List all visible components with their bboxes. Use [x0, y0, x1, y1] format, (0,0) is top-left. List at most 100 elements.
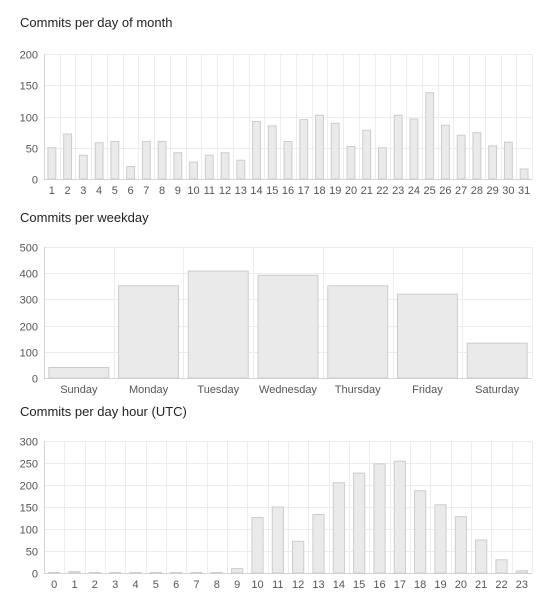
- x-tick-label: 10: [187, 185, 199, 197]
- bar-hour-17: [393, 460, 406, 574]
- x-tick-label: 8: [214, 579, 220, 591]
- bar-hour-12: [292, 540, 305, 574]
- bar-day-4: [94, 142, 104, 180]
- bar-day-25: [425, 92, 435, 180]
- x-tick-label: 20: [345, 185, 357, 197]
- bar-day-31: [519, 168, 529, 180]
- x-tick-label: 24: [408, 185, 420, 197]
- x-tick-label: 19: [434, 579, 446, 591]
- bar-day-16: [283, 141, 293, 180]
- x-tick-label: 20: [455, 579, 467, 591]
- bar-hour-22: [495, 559, 508, 574]
- x-tick-label: 3: [80, 185, 86, 197]
- x-tick-label: 27: [455, 185, 467, 197]
- y-tick-label: 0: [32, 569, 38, 581]
- bar-day-8: [157, 141, 167, 180]
- y-tick-label: 200: [20, 50, 38, 62]
- y-tick-label: 500: [20, 243, 38, 255]
- x-tick-label: 15: [353, 579, 365, 591]
- x-tick-label: 14: [333, 579, 345, 591]
- x-tick-label: 7: [193, 579, 199, 591]
- y-tick-label: 100: [20, 113, 38, 125]
- bar-day-29: [488, 145, 498, 180]
- x-tick-label: 1: [71, 579, 77, 591]
- bar-day-22: [378, 147, 387, 180]
- x-tick-label: 30: [502, 185, 514, 197]
- bar-day-1: [47, 147, 57, 180]
- bar-day-7: [141, 141, 151, 180]
- bar-day-5: [110, 141, 120, 180]
- x-tick-label: 11: [272, 579, 283, 591]
- y-tick-label: 300: [20, 437, 38, 449]
- x-tick-label: 21: [361, 185, 373, 197]
- x-tick-label: 13: [235, 185, 247, 197]
- x-tick-label: 9: [175, 185, 181, 197]
- x-tick-label: 11: [204, 185, 215, 197]
- x-tick-label: 31: [518, 185, 530, 197]
- x-tick-label: 6: [128, 185, 134, 197]
- x-tick-label: 4: [96, 185, 102, 197]
- x-tick-label: 22: [495, 579, 507, 591]
- bar-hour-10: [251, 517, 264, 574]
- bar-hour-18: [414, 490, 427, 574]
- bar-hour-21: [475, 539, 488, 574]
- x-tick-label: 25: [424, 185, 436, 197]
- x-tick-label: 23: [516, 579, 528, 591]
- x-tick-label: 18: [414, 579, 426, 591]
- y-tick-label: 0: [32, 374, 38, 386]
- x-tick-label: 14: [250, 185, 262, 197]
- bar-day-6: [126, 166, 136, 180]
- bar-hour-16: [373, 463, 386, 574]
- chart-title-day-of-month: Commits per day of month: [20, 15, 173, 30]
- bar-weekday-Friday: [396, 293, 458, 379]
- bar-day-23: [393, 114, 403, 180]
- x-tick-label: Sunday: [60, 384, 98, 396]
- bar-hour-9: [231, 568, 244, 574]
- x-tick-label: 21: [475, 579, 487, 591]
- bar-day-2: [63, 133, 73, 180]
- x-tick-label: 13: [312, 579, 324, 591]
- x-tick-label: 9: [234, 579, 240, 591]
- x-tick-label: 16: [373, 579, 385, 591]
- y-tick-label: 150: [20, 503, 38, 515]
- y-tick-label: 200: [20, 481, 38, 493]
- y-tick-label: 0: [32, 175, 38, 187]
- x-tick-label: 12: [219, 185, 231, 197]
- x-tick-label: 16: [282, 185, 294, 197]
- bar-hour-13: [312, 513, 325, 574]
- x-tick-label: Thursday: [335, 384, 381, 396]
- bar-hour-1: [68, 571, 81, 574]
- bar-day-27: [456, 134, 466, 180]
- x-tick-label: 29: [487, 185, 499, 197]
- bar-day-13: [236, 159, 246, 180]
- y-tick-label: 50: [26, 144, 38, 156]
- bar-day-3: [78, 154, 88, 180]
- bar-day-28: [472, 132, 482, 180]
- x-tick-label: 26: [439, 185, 451, 197]
- x-tick-label: 10: [251, 579, 263, 591]
- y-tick-label: 100: [20, 348, 38, 360]
- x-tick-label: 6: [173, 579, 179, 591]
- x-tick-label: 5: [153, 579, 159, 591]
- x-tick-label: 3: [112, 579, 118, 591]
- x-tick-label: 1: [49, 185, 55, 197]
- x-tick-label: 17: [394, 579, 406, 591]
- chart-commits-per-weekday: 0 100 200 300 400 500 Sunday Monday Tuesday Wedne…: [20, 243, 533, 396]
- x-tick-label: 15: [266, 185, 278, 197]
- bar-weekday-Saturday: [466, 342, 528, 379]
- x-tick-label: Friday: [412, 384, 443, 396]
- y-tick-label: 100: [20, 525, 38, 537]
- y-tick-label: 50: [26, 547, 38, 559]
- x-tick-label: 19: [329, 185, 341, 197]
- bar-day-18: [315, 114, 324, 180]
- bar-hour-19: [434, 504, 447, 574]
- y-tick-label: 200: [20, 322, 38, 334]
- bar-day-17: [299, 119, 309, 180]
- bar-day-9: [173, 152, 183, 180]
- x-tick-label: 8: [159, 185, 165, 197]
- y-tick-label: 250: [20, 459, 38, 471]
- bar-day-11: [204, 154, 214, 180]
- chart-title-weekday: Commits per weekday: [20, 210, 149, 225]
